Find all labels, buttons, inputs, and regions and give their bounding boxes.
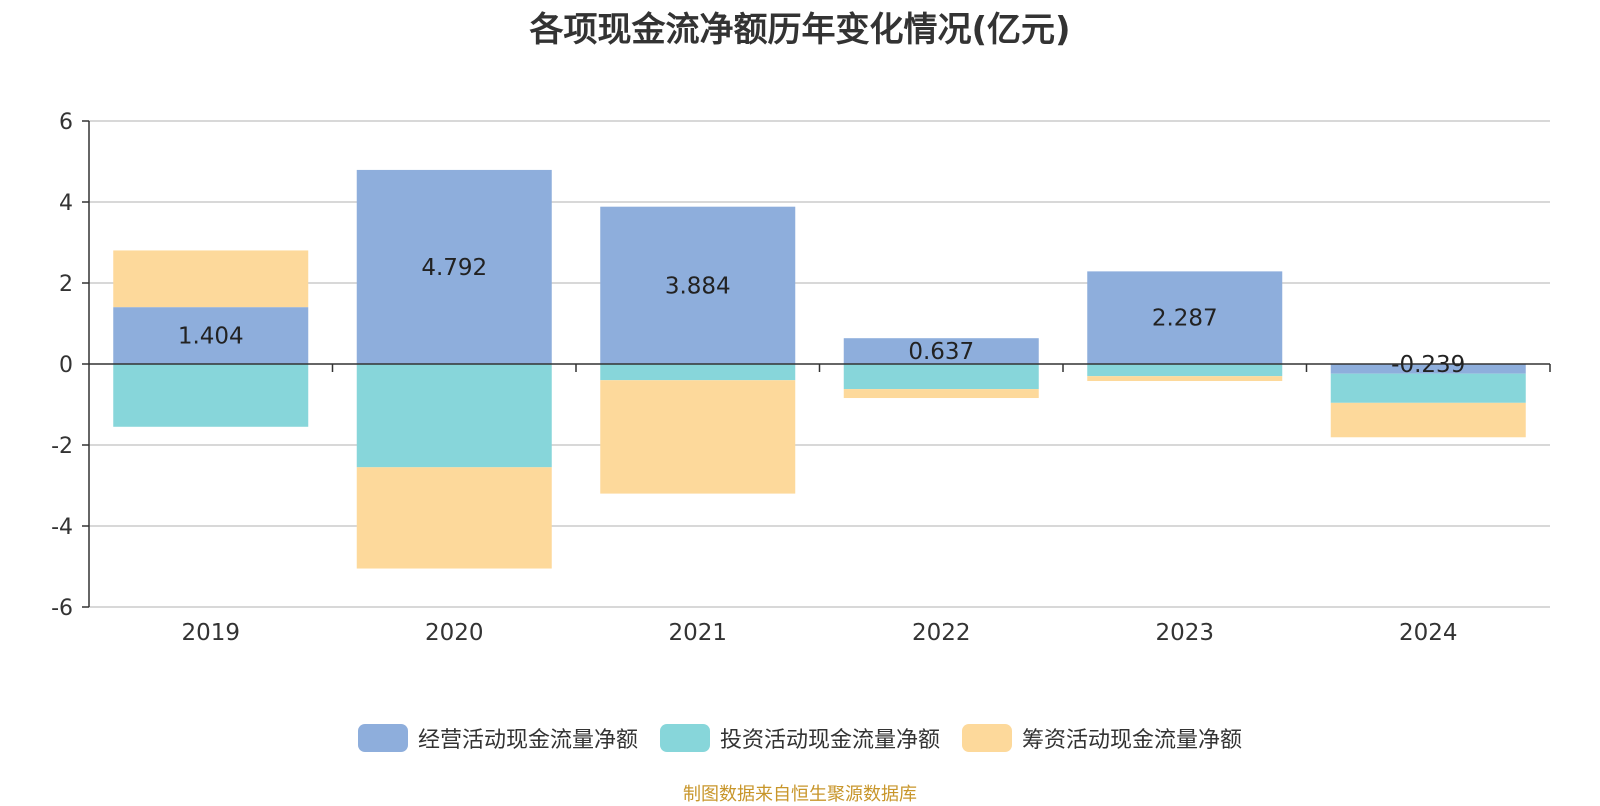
bars — [113, 169, 1526, 569]
x-tick-label: 2021 — [668, 620, 727, 646]
legend-label-operating: 经营活动现金流量净额 — [417, 728, 638, 753]
x-tick-label: 2023 — [1155, 620, 1214, 646]
bar-operating — [113, 307, 309, 364]
y-tick-label: 4 — [59, 191, 73, 216]
bar-investing — [113, 364, 309, 427]
y-tick-label: -6 — [51, 596, 73, 621]
legend: 经营活动现金流量净额 投资活动现金流量净额 筹资活动现金流量净额 — [0, 722, 1600, 754]
bar-operating — [1330, 364, 1526, 374]
bar-operating — [1087, 271, 1283, 364]
grid-lines — [89, 120, 1550, 608]
chart-title: 各项现金流净额历年变化情况(亿元) — [529, 10, 1071, 50]
data-label: 2.287 — [1152, 306, 1218, 332]
bar-investing — [843, 364, 1039, 390]
legend-swatch-investing — [659, 724, 710, 752]
bar-financing — [1330, 402, 1526, 438]
legend-label-financing: 筹资活动现金流量净额 — [1022, 728, 1243, 753]
bar-investing — [1330, 373, 1526, 403]
bar-financing — [843, 389, 1039, 399]
bar-financing — [113, 250, 309, 308]
bar-investing — [1087, 364, 1283, 377]
legend-item-investing[interactable]: 投资活动现金流量净额 — [659, 722, 940, 754]
source-note: 制图数据来自恒生聚源数据库 — [683, 784, 917, 805]
legend-swatch-operating — [357, 724, 408, 752]
legend-swatch-financing — [962, 724, 1012, 752]
bar-financing — [356, 467, 552, 569]
bar-financing — [1087, 376, 1283, 382]
x-tick-label: 2019 — [181, 620, 240, 646]
bar-financing — [600, 380, 796, 494]
bar-operating — [600, 206, 796, 364]
legend-item-operating[interactable]: 经营活动现金流量净额 — [357, 722, 638, 754]
bar-operating — [356, 169, 552, 364]
data-label: 3.884 — [665, 273, 731, 299]
legend-item-financing[interactable]: 筹资活动现金流量净额 — [962, 722, 1242, 754]
data-label: 0.637 — [908, 339, 974, 365]
bar-investing — [600, 364, 796, 381]
data-label: -0.239 — [1391, 352, 1465, 378]
data-label: 4.792 — [421, 255, 487, 281]
data-label: 1.404 — [178, 324, 244, 350]
axes: 6 4 2 0 -2 -4 -6 2019 2020 2021 2022 2023 2024 — [51, 110, 1551, 646]
data-labels: 1.404 4.792 3.884 0.637 2.287 -0.239 — [178, 255, 1466, 378]
y-tick-label: 2 — [59, 272, 73, 297]
x-tick-label: 2022 — [912, 620, 971, 646]
x-tick-label: 2020 — [425, 620, 484, 646]
y-tick-label: 0 — [59, 353, 73, 378]
y-tick-label: -2 — [51, 434, 73, 459]
y-tick-label: 6 — [59, 110, 73, 135]
y-tick-label: -4 — [51, 515, 73, 540]
bar-operating — [843, 338, 1039, 364]
x-tick-label: 2024 — [1399, 620, 1458, 646]
legend-label-investing: 投资活动现金流量净额 — [719, 728, 940, 753]
bar-investing — [356, 364, 552, 468]
